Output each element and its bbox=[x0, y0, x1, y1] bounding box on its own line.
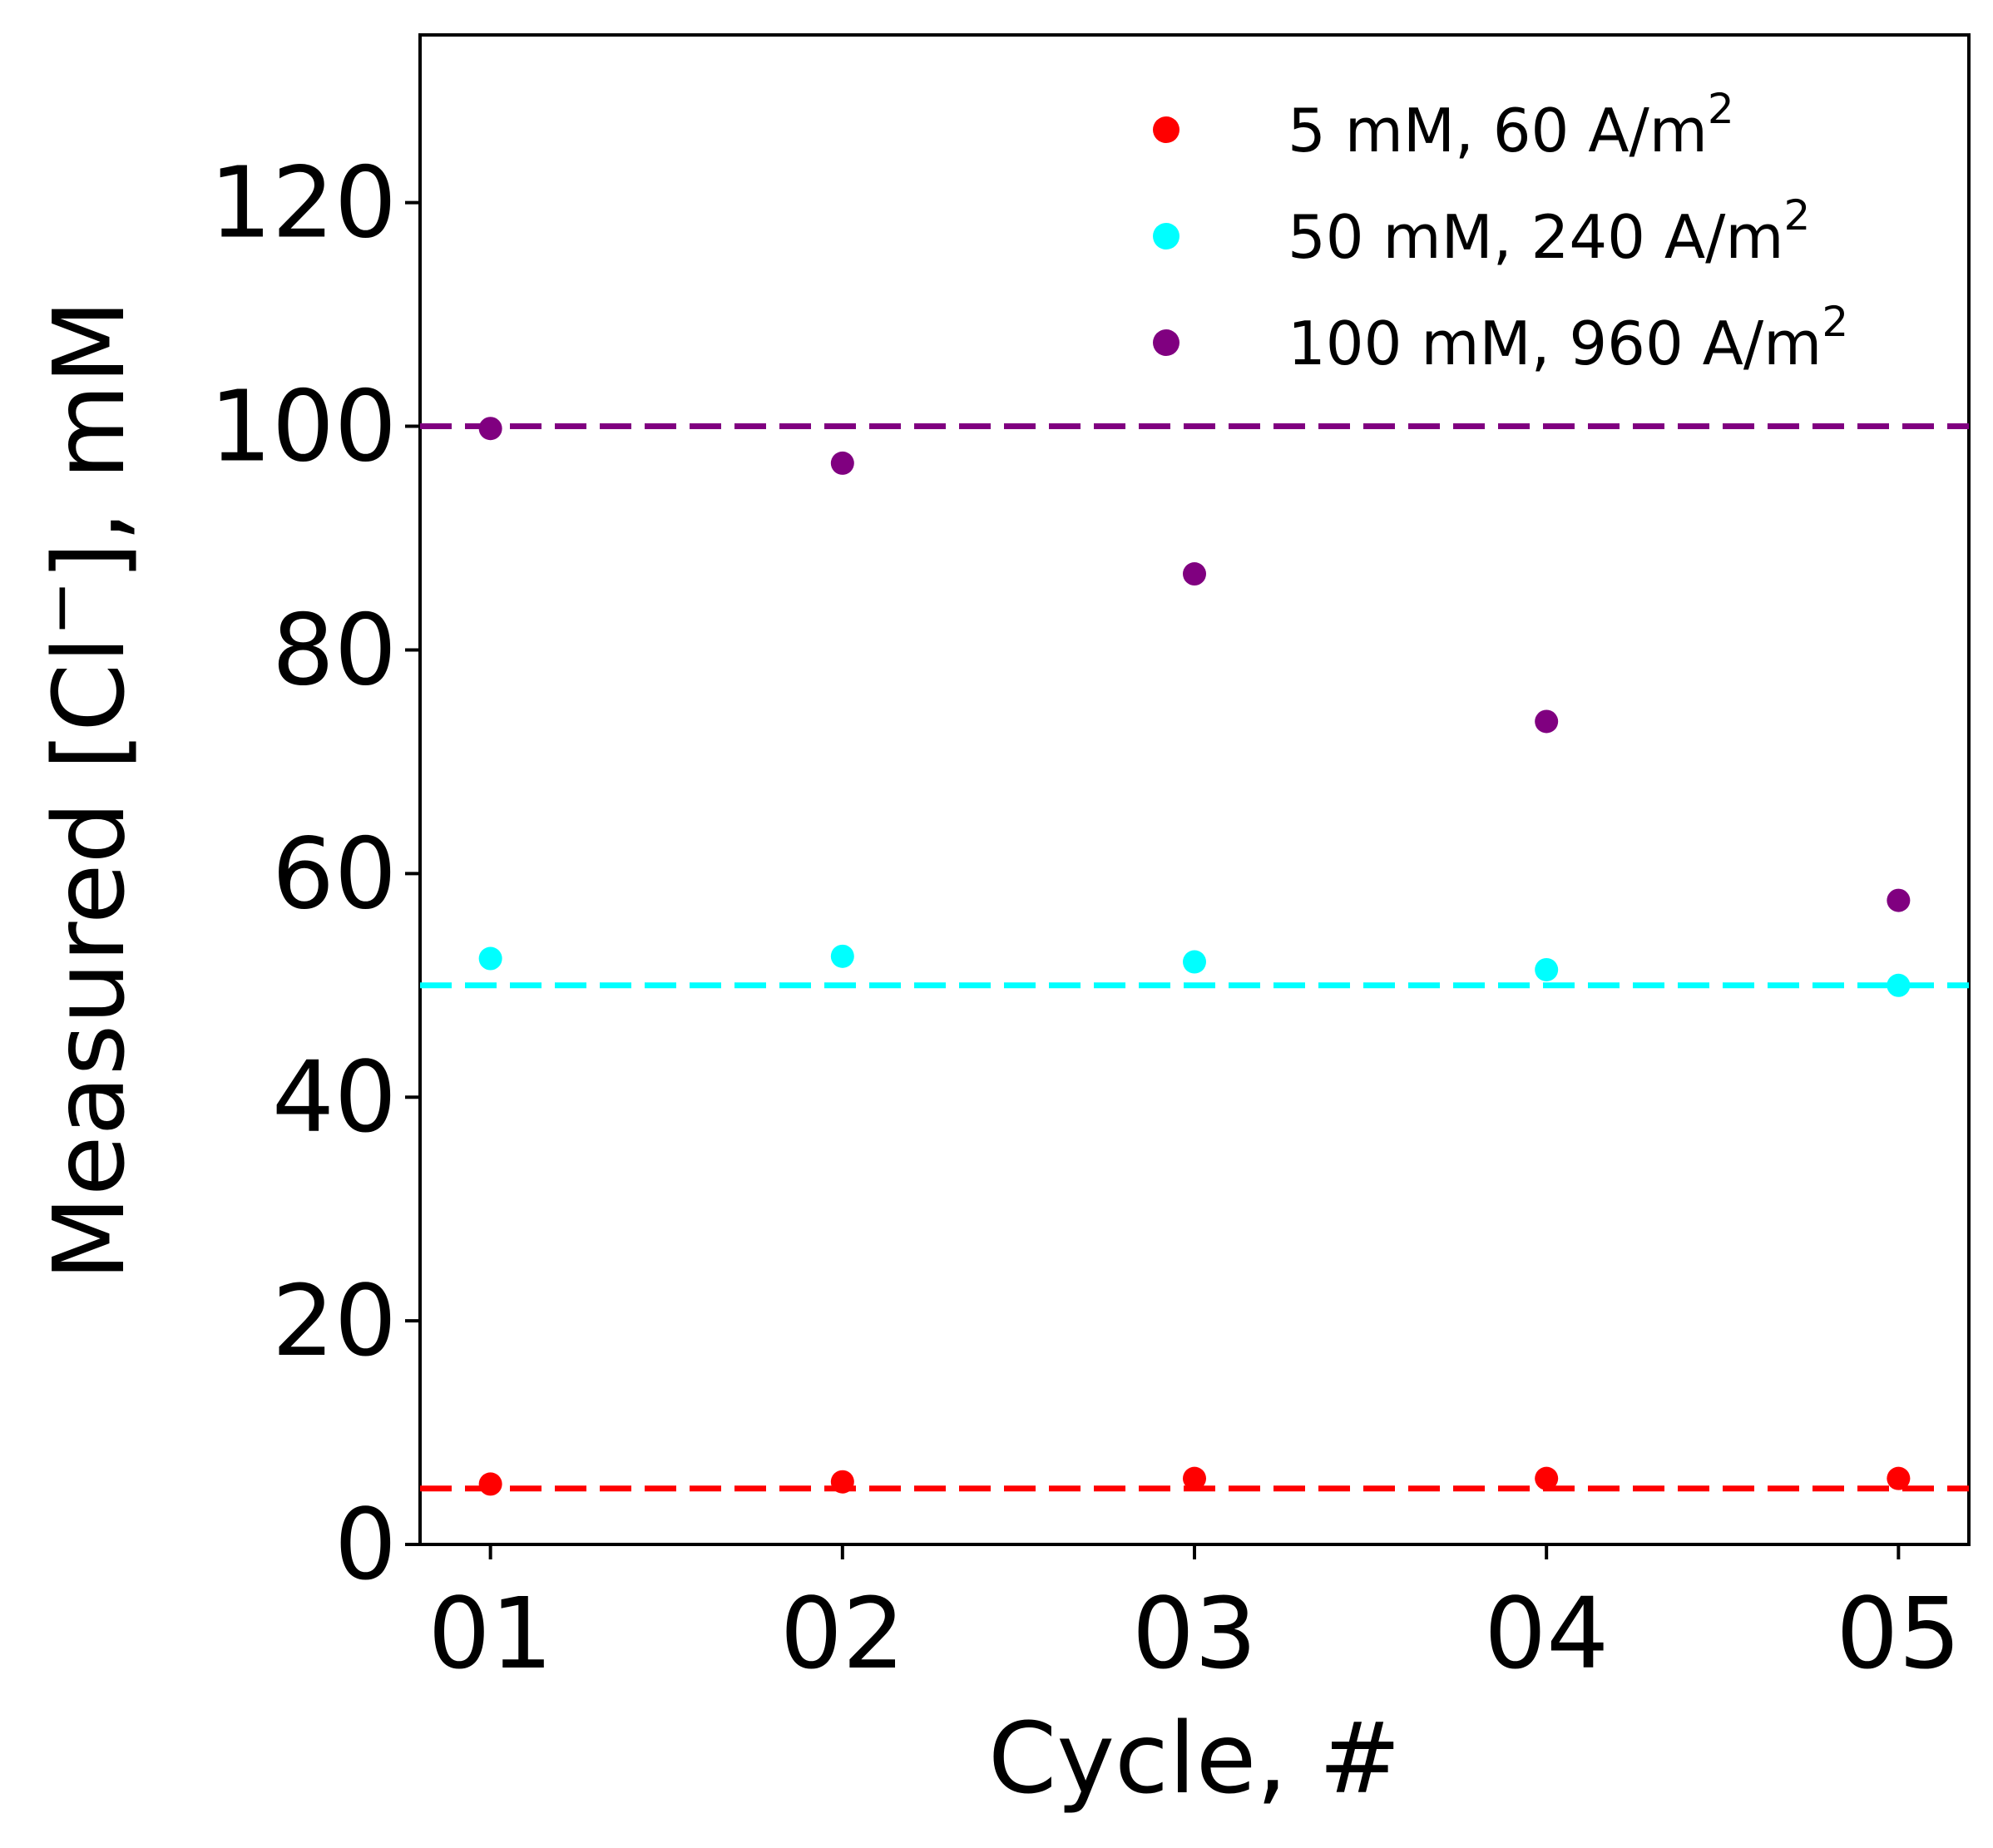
data-point-series-3-cycle-03 bbox=[1183, 562, 1206, 586]
x-tick-label-03: 03 bbox=[1132, 1576, 1257, 1691]
x-tick-label-01: 01 bbox=[428, 1576, 553, 1691]
legend-marker-series-3 bbox=[1153, 329, 1179, 356]
y-axis-ticks: 0 20 40 60 80 100 120 bbox=[210, 146, 420, 1602]
data-point-series-2-cycle-05 bbox=[1887, 973, 1911, 997]
y-tick-label-0: 0 bbox=[334, 1487, 397, 1602]
legend-label-main: 5 mM, 60 A/m bbox=[1288, 96, 1708, 166]
data-point-series-1-cycle-02 bbox=[830, 1470, 854, 1494]
legend-label-main: 100 mM, 960 A/m bbox=[1288, 309, 1822, 378]
x-axis-title: Cycle, # bbox=[988, 1701, 1401, 1816]
data-point-series-1-cycle-01 bbox=[478, 1472, 502, 1496]
y-axis-title-superscript: − bbox=[22, 581, 99, 636]
legend-label-series-1: 5 mM, 60 A/m2 bbox=[1288, 85, 1734, 166]
data-point-series-1-cycle-04 bbox=[1535, 1466, 1559, 1490]
legend-marker-series-1 bbox=[1153, 116, 1179, 143]
y-axis-title-tail: ], mM bbox=[32, 299, 146, 581]
legend-label-series-3: 100 mM, 960 A/m2 bbox=[1288, 298, 1848, 378]
y-tick-label-100: 100 bbox=[210, 369, 397, 484]
y-tick-label-60: 60 bbox=[272, 816, 397, 931]
legend-label-main: 50 mM, 240 A/m bbox=[1288, 202, 1784, 272]
y-tick-label-20: 20 bbox=[272, 1263, 397, 1378]
y-axis-title-main: Measured [Cl bbox=[32, 636, 146, 1281]
x-tick-label-02: 02 bbox=[780, 1576, 905, 1691]
data-point-series-3-cycle-01 bbox=[478, 417, 502, 441]
legend-marker-series-2 bbox=[1153, 223, 1179, 250]
data-point-series-1-cycle-03 bbox=[1183, 1466, 1206, 1490]
x-tick-label-04: 04 bbox=[1484, 1576, 1609, 1691]
x-tick-label-05: 05 bbox=[1836, 1576, 1961, 1691]
legend-label-superscript: 2 bbox=[1822, 298, 1848, 346]
y-axis-title: Measured [Cl−], mM bbox=[22, 299, 146, 1281]
legend-label-superscript: 2 bbox=[1708, 85, 1734, 133]
data-points bbox=[478, 417, 1911, 1496]
data-point-series-1-cycle-05 bbox=[1887, 1466, 1911, 1490]
legend-label-series-2: 50 mM, 240 A/m2 bbox=[1288, 191, 1810, 272]
y-tick-label-120: 120 bbox=[210, 146, 397, 260]
data-point-series-3-cycle-02 bbox=[830, 451, 854, 475]
x-axis-ticks: 01 02 03 04 05 bbox=[428, 1544, 1961, 1691]
data-point-series-2-cycle-04 bbox=[1535, 957, 1559, 981]
data-point-series-3-cycle-04 bbox=[1535, 709, 1559, 734]
data-point-series-2-cycle-02 bbox=[830, 944, 854, 968]
y-tick-label-80: 80 bbox=[272, 592, 397, 707]
data-point-series-2-cycle-01 bbox=[478, 946, 502, 971]
data-point-series-2-cycle-03 bbox=[1183, 950, 1206, 974]
legend-label-superscript: 2 bbox=[1784, 191, 1811, 240]
data-point-series-3-cycle-05 bbox=[1887, 888, 1911, 912]
y-tick-label-40: 40 bbox=[272, 1040, 397, 1154]
